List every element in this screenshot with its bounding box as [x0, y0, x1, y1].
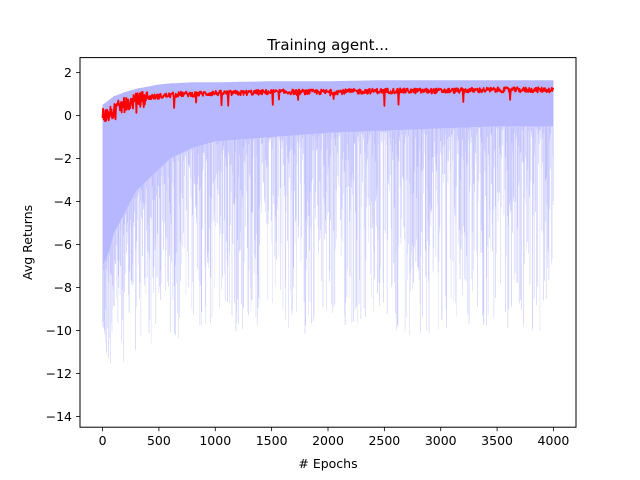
- x-tick-label: 2000: [312, 433, 344, 448]
- x-tick-label: 3500: [481, 433, 513, 448]
- x-tick-label: 1000: [199, 433, 231, 448]
- y-tick-label: −10: [46, 323, 72, 338]
- std-band: [102, 80, 554, 266]
- x-tick-label: 3000: [425, 433, 457, 448]
- x-tick-label: 1500: [256, 433, 288, 448]
- x-axis: 0 500 1000 1500 2000 2500 3000 3500 4000: [99, 427, 570, 448]
- y-tick-label: −8: [54, 280, 72, 295]
- y-tick-label: −4: [54, 194, 72, 209]
- band-spikes: [102, 126, 554, 364]
- x-tick-label: 2500: [368, 433, 400, 448]
- x-tick-label: 0: [99, 433, 107, 448]
- chart-title: Training agent...: [266, 36, 389, 54]
- y-tick-label: −6: [54, 237, 72, 252]
- x-tick-label: 500: [147, 433, 171, 448]
- y-tick-label: −12: [46, 366, 72, 381]
- x-tick-label: 4000: [538, 433, 570, 448]
- plot-area: [101, 80, 555, 364]
- y-axis: −14 −12 −10 −8 −6 −4 −2 0 2: [46, 65, 80, 424]
- mean-return-line: [101, 86, 555, 122]
- y-axis-label: Avg Returns: [20, 205, 35, 280]
- x-axis-label: # Epochs: [298, 456, 357, 471]
- y-tick-label: −2: [54, 151, 72, 166]
- y-tick-label: 0: [64, 108, 72, 123]
- y-tick-label: 2: [64, 65, 72, 80]
- y-tick-label: −14: [46, 409, 72, 424]
